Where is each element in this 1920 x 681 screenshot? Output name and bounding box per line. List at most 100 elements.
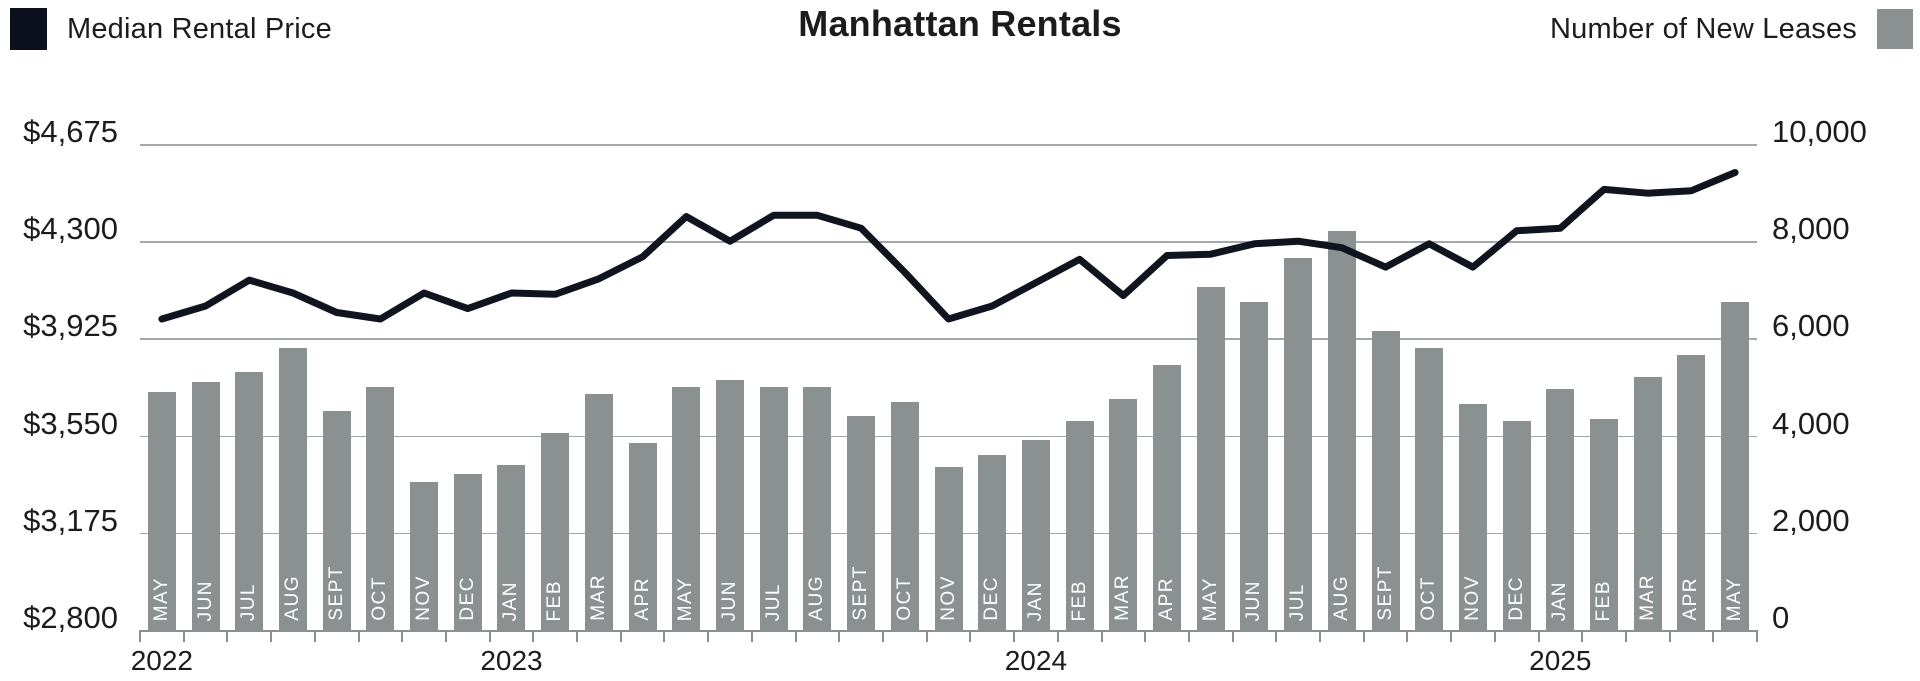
x-axis-tick <box>1275 630 1278 642</box>
month-label: JUL <box>1287 582 1309 621</box>
month-label: NOV <box>413 575 435 621</box>
month-label: AUG <box>281 575 303 621</box>
x-axis-tick <box>139 630 141 642</box>
month-label: APR <box>631 577 653 621</box>
x-axis-tick <box>226 630 229 642</box>
year-label-2022: 2022 <box>130 645 193 676</box>
x-axis-tick <box>794 630 797 642</box>
month-label: FEB <box>1593 579 1615 621</box>
lease-bar-mar-34: MAR <box>1633 377 1662 630</box>
month-label: JAN <box>500 580 522 621</box>
x-axis-tick <box>881 630 884 642</box>
lease-bar-jan-32: JAN <box>1546 389 1575 630</box>
x-axis-tick <box>576 630 578 642</box>
lease-bar-mar-22: MAR <box>1109 399 1138 630</box>
month-label: DEC <box>456 576 478 621</box>
gridline <box>140 435 1757 438</box>
x-axis-tick <box>444 630 447 642</box>
month-label: JUN <box>718 579 740 621</box>
right-axis-tick-label: 8,000 <box>1772 211 1850 247</box>
x-axis-tick <box>1493 630 1496 642</box>
month-label: OCT <box>893 576 915 621</box>
lease-bar-dec-19: DEC <box>978 455 1007 630</box>
year-label-2024: 2024 <box>1004 645 1068 676</box>
month-label: APR <box>1156 577 1177 621</box>
x-axis-tick <box>270 630 273 642</box>
lease-bar-feb-9: FEB <box>541 433 570 630</box>
x-axis-tick <box>1100 630 1103 642</box>
right-axis-tick-label: 0 <box>1772 600 1790 635</box>
month-label: FEB <box>544 579 566 621</box>
left-axis-tick-label: $4,675 <box>23 114 118 149</box>
left-axis-tick-label: $2,800 <box>23 600 118 635</box>
legend-number-of-new-leases: Number of New Leases <box>1550 6 1913 52</box>
month-label: SEPT <box>850 565 872 621</box>
month-label: JAN <box>1024 580 1046 621</box>
x-axis-tick <box>1756 630 1758 642</box>
month-label: SEPT <box>325 565 347 621</box>
x-axis-tick <box>1144 630 1147 642</box>
month-label: APR <box>1680 577 1702 621</box>
month-label: MAY <box>1724 576 1746 621</box>
lease-bar-aug-15: AUG <box>803 387 832 630</box>
lease-bar-sept-28: SEPT <box>1371 331 1400 630</box>
legend-median-rental-price: Median Rental Price <box>10 6 332 52</box>
lease-bar-may-12: MAY <box>672 387 701 630</box>
lease-bar-apr-11: APR <box>628 442 657 630</box>
month-label: OCT <box>369 576 391 621</box>
lease-bar-jul-26: JUL <box>1284 258 1313 630</box>
lease-bar-jan-8: JAN <box>497 464 526 630</box>
month-label: JUL <box>762 582 784 621</box>
x-axis-tick <box>663 630 666 642</box>
lease-bar-nov-18: NOV <box>934 467 963 630</box>
lease-bar-nov-6: NOV <box>410 481 439 630</box>
x-axis-tick <box>1668 630 1671 642</box>
x-axis-tick <box>1013 630 1016 642</box>
lease-bar-jul-2: JUL <box>235 372 264 630</box>
lease-bar-nov-30: NOV <box>1458 404 1487 630</box>
x-axis-tick <box>401 630 404 642</box>
x-axis-tick <box>1362 630 1365 642</box>
lease-bar-aug-3: AUG <box>278 348 307 630</box>
month-label: JUL <box>238 582 260 621</box>
month-label: AUG <box>1330 575 1352 621</box>
lease-bar-apr-23: APR <box>1153 365 1181 630</box>
lease-bar-jun-25: JUN <box>1240 301 1269 630</box>
gridline <box>140 338 1757 340</box>
right-axis-tick-label: 4,000 <box>1772 405 1850 441</box>
left-axis-tick-label: $3,175 <box>23 502 118 538</box>
month-label: NOV <box>1461 575 1483 621</box>
gridline <box>140 241 1757 243</box>
median-rental-price-swatch <box>10 8 47 50</box>
x-axis-tick <box>969 630 972 642</box>
chart-title: Manhattan Rentals <box>798 3 1122 44</box>
x-axis-tick <box>1581 630 1584 642</box>
left-axis-tick-label: $4,300 <box>23 211 118 247</box>
lease-bar-may-0: MAY <box>147 391 176 630</box>
x-axis-tick <box>532 630 535 642</box>
month-label: MAR <box>1112 574 1134 621</box>
month-label: MAY <box>675 576 697 621</box>
x-axis-tick <box>182 630 185 642</box>
median-price-polyline <box>158 169 1739 323</box>
lease-bar-feb-21: FEB <box>1065 421 1094 630</box>
month-label: MAY <box>150 576 172 621</box>
year-label-2025: 2025 <box>1529 645 1592 676</box>
lease-bar-dec-31: DEC <box>1502 421 1531 630</box>
lease-bar-jun-13: JUN <box>715 379 744 630</box>
x-axis-tick <box>1537 630 1540 642</box>
x-axis-tick <box>1056 630 1059 642</box>
left-axis-tick-label: $3,925 <box>23 308 118 344</box>
lease-bar-oct-29: OCT <box>1415 348 1444 630</box>
lease-bar-oct-17: OCT <box>890 401 919 630</box>
x-axis-tick <box>1712 630 1715 642</box>
lease-bar-apr-35: APR <box>1677 355 1706 630</box>
right-axis-tick-label: 10,000 <box>1772 114 1867 149</box>
x-axis-tick <box>1624 630 1627 642</box>
month-label: MAY <box>1199 576 1221 621</box>
lease-bar-jul-14: JUL <box>759 387 788 630</box>
x-axis-tick <box>750 630 753 642</box>
gridline <box>140 144 1757 146</box>
lease-bar-jan-20: JAN <box>1021 440 1050 630</box>
lease-bar-dec-7: DEC <box>453 474 482 630</box>
